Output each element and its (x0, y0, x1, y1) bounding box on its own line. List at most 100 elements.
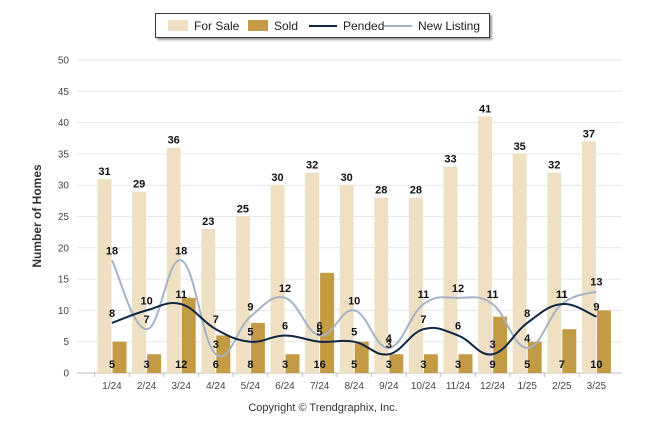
data-label-pended: 5 (351, 327, 357, 339)
data-label-pended: 8 (109, 308, 115, 320)
x-axis: 1/24 2/24 3/24 4/24 5/24 6/24 7/24 8/24 9/24 10/2… (94, 373, 607, 392)
x-tick-label: 5/24 (241, 381, 261, 392)
data-label-new-listing: 12 (452, 283, 464, 295)
bar-sold (596, 310, 611, 373)
data-label-for-sale: 36 (168, 135, 180, 147)
y-tick-label: 35 (58, 149, 70, 160)
data-label-sold: 5 (109, 359, 115, 371)
copyright-text: Copyright © Trendgraphix, Inc. (248, 402, 398, 414)
bar-for-sale (270, 185, 285, 373)
y-tick-label: 45 (58, 87, 70, 98)
bar-sold (527, 341, 542, 373)
data-label-pended: 8 (524, 308, 530, 320)
legend-swatch-sold (248, 20, 268, 31)
data-label-new-listing: 9 (247, 302, 253, 314)
bar-layer (97, 116, 611, 373)
data-label-pended: 5 (317, 327, 323, 339)
data-label-sold: 3 (144, 359, 150, 371)
x-tick-label: 11/24 (446, 381, 471, 392)
bar-sold (320, 272, 335, 373)
data-label-for-sale: 28 (410, 185, 422, 197)
bar-for-sale (339, 185, 354, 373)
data-label-sold: 6 (213, 359, 219, 371)
y-axis: 0 5 10 15 20 25 30 35 40 45 50 (58, 56, 70, 380)
y-tick-label: 50 (58, 56, 70, 67)
data-label-pended: 3 (386, 339, 392, 351)
data-label-sold: 9 (490, 359, 496, 371)
data-label-for-sale: 23 (202, 216, 214, 228)
data-label-pended: 6 (282, 320, 288, 332)
data-label-sold: 16 (313, 359, 325, 371)
data-label-pended: 10 (140, 295, 152, 307)
data-label-sold: 3 (282, 359, 288, 371)
data-label-for-sale: 31 (98, 166, 110, 178)
legend-item-pended: Pended (309, 14, 384, 37)
y-tick-label: 40 (58, 118, 70, 129)
data-label-new-listing: 18 (175, 245, 187, 257)
data-label-new-listing: 12 (279, 283, 291, 295)
x-tick-label: 8/24 (344, 381, 364, 392)
data-label-for-sale: 35 (514, 141, 526, 153)
bar-sold (181, 297, 196, 373)
data-label-pended: 11 (175, 289, 187, 301)
bar-sold (389, 354, 404, 373)
data-label-sold: 3 (455, 359, 461, 371)
data-label-pended: 6 (455, 320, 461, 332)
y-tick-label: 25 (58, 212, 70, 223)
data-label-sold: 5 (351, 359, 357, 371)
bar-for-sale (235, 216, 250, 373)
x-tick-label: 1/25 (517, 381, 537, 392)
data-label-pended: 7 (213, 314, 219, 326)
data-label-new-listing: 6 (317, 320, 323, 332)
bar-sold (458, 354, 473, 373)
x-tick-label: 2/25 (552, 381, 572, 392)
bar-for-sale (581, 141, 596, 373)
bar-for-sale (166, 147, 181, 373)
legend-swatch-for-sale (168, 20, 188, 31)
data-label-sold: 3 (386, 359, 392, 371)
bar-for-sale (547, 172, 562, 373)
data-label-new-listing: 11 (487, 289, 499, 301)
bar-for-sale (305, 172, 320, 373)
y-axis-title: Number of Homes (30, 164, 44, 268)
bar-sold (250, 322, 265, 373)
line-layer (111, 259, 597, 358)
y-tick-label: 10 (58, 306, 70, 317)
data-label-for-sale: 30 (341, 172, 353, 184)
data-label-for-sale: 25 (237, 204, 249, 216)
data-label-sold: 8 (247, 359, 253, 371)
data-label-sold: 3 (420, 359, 426, 371)
data-label-for-sale: 29 (133, 178, 145, 190)
data-label-sold: 10 (590, 359, 602, 371)
data-label-pended: 11 (556, 289, 568, 301)
y-tick-label: 5 (63, 337, 69, 348)
bar-sold (562, 329, 577, 373)
bar-for-sale (408, 197, 423, 373)
bar-for-sale (512, 153, 527, 373)
data-label-for-sale: 41 (479, 103, 491, 115)
x-tick-label: 6/24 (275, 381, 295, 392)
line-pended (111, 302, 597, 356)
x-tick-label: 3/25 (587, 381, 607, 392)
data-label-pended: 5 (247, 327, 253, 339)
data-label-for-sale: 33 (444, 153, 456, 165)
bar-for-sale (478, 116, 493, 373)
data-label-for-sale: 28 (375, 185, 387, 197)
data-label-new-listing: 3 (213, 339, 219, 351)
y-tick-label: 15 (58, 275, 70, 286)
bar-for-sale (374, 197, 389, 373)
data-label-new-listing: 7 (144, 314, 150, 326)
bar-for-sale (97, 178, 112, 373)
legend: For Sale Sold Pended New Listing (155, 13, 490, 38)
data-label-new-listing: 4 (524, 333, 531, 345)
x-tick-label: 7/24 (310, 381, 330, 392)
x-tick-label: 2/24 (137, 381, 157, 392)
data-label-new-listing: 18 (106, 245, 118, 257)
bar-for-sale (201, 229, 216, 373)
bar-sold (112, 341, 127, 373)
bar-sold (147, 354, 162, 373)
legend-item-for-sale: For Sale (168, 14, 239, 37)
